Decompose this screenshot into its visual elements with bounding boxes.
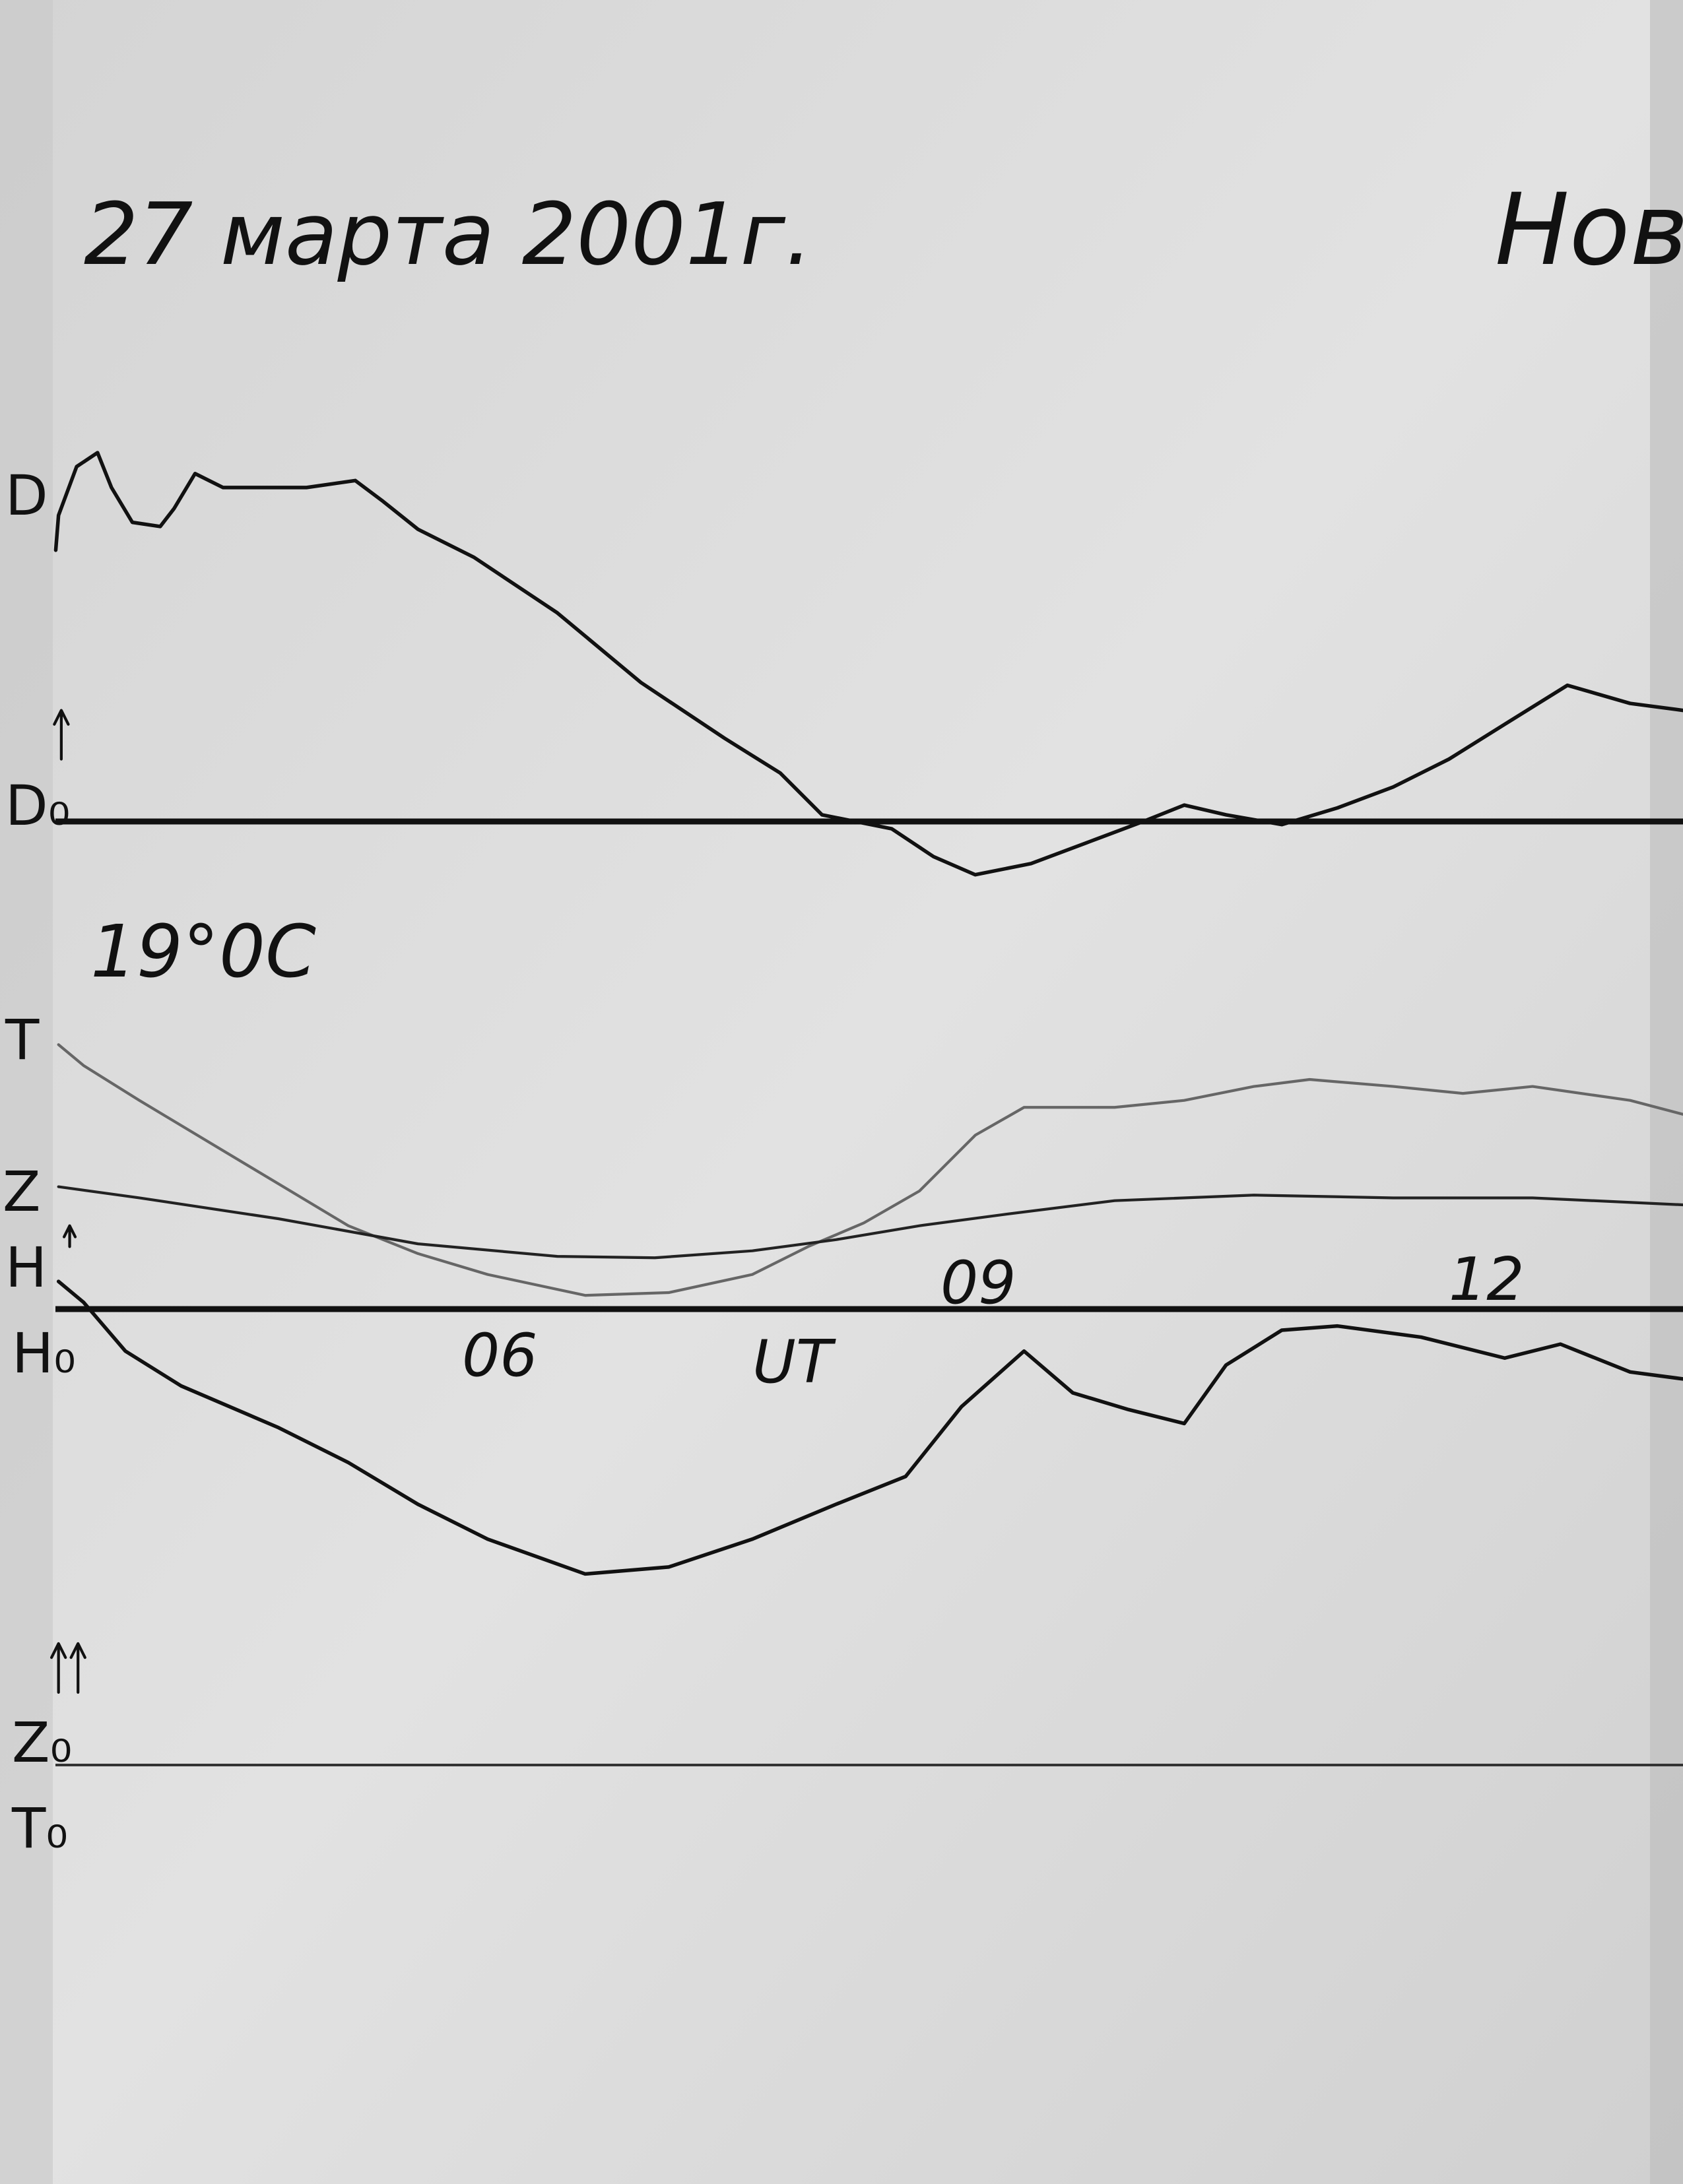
trace-label: T₀ (11, 1796, 68, 1861)
paper-edge (1650, 0, 1683, 2184)
traces (50, 451, 1683, 1694)
paper-edge (0, 0, 53, 2184)
trace-label: Z (3, 1159, 41, 1224)
trace-label: D (5, 463, 48, 528)
arrow (50, 1642, 86, 1694)
h-trace (56, 1279, 1683, 1576)
time-axis-label: UT (752, 1328, 836, 1397)
t-trace (57, 1043, 1683, 1297)
time-tick: 09 (940, 1248, 1016, 1318)
time-tick: 12 (1449, 1245, 1525, 1314)
arrow (53, 709, 70, 761)
temperature: 19°0C (90, 909, 316, 994)
trace-label: D₀ (5, 773, 70, 838)
trace-label: T (5, 1008, 40, 1072)
trace-label: H (5, 1235, 47, 1300)
trace-label: Z₀ (12, 1710, 72, 1775)
trace-label: H₀ (12, 1321, 76, 1386)
z-trace (57, 1185, 1683, 1260)
d-trace (53, 451, 1683, 877)
arrow (62, 1224, 77, 1248)
date-title: 27 марта 2001г. (84, 184, 812, 284)
time-tick: 06 (462, 1321, 538, 1390)
station-name: Нов (1495, 173, 1683, 288)
